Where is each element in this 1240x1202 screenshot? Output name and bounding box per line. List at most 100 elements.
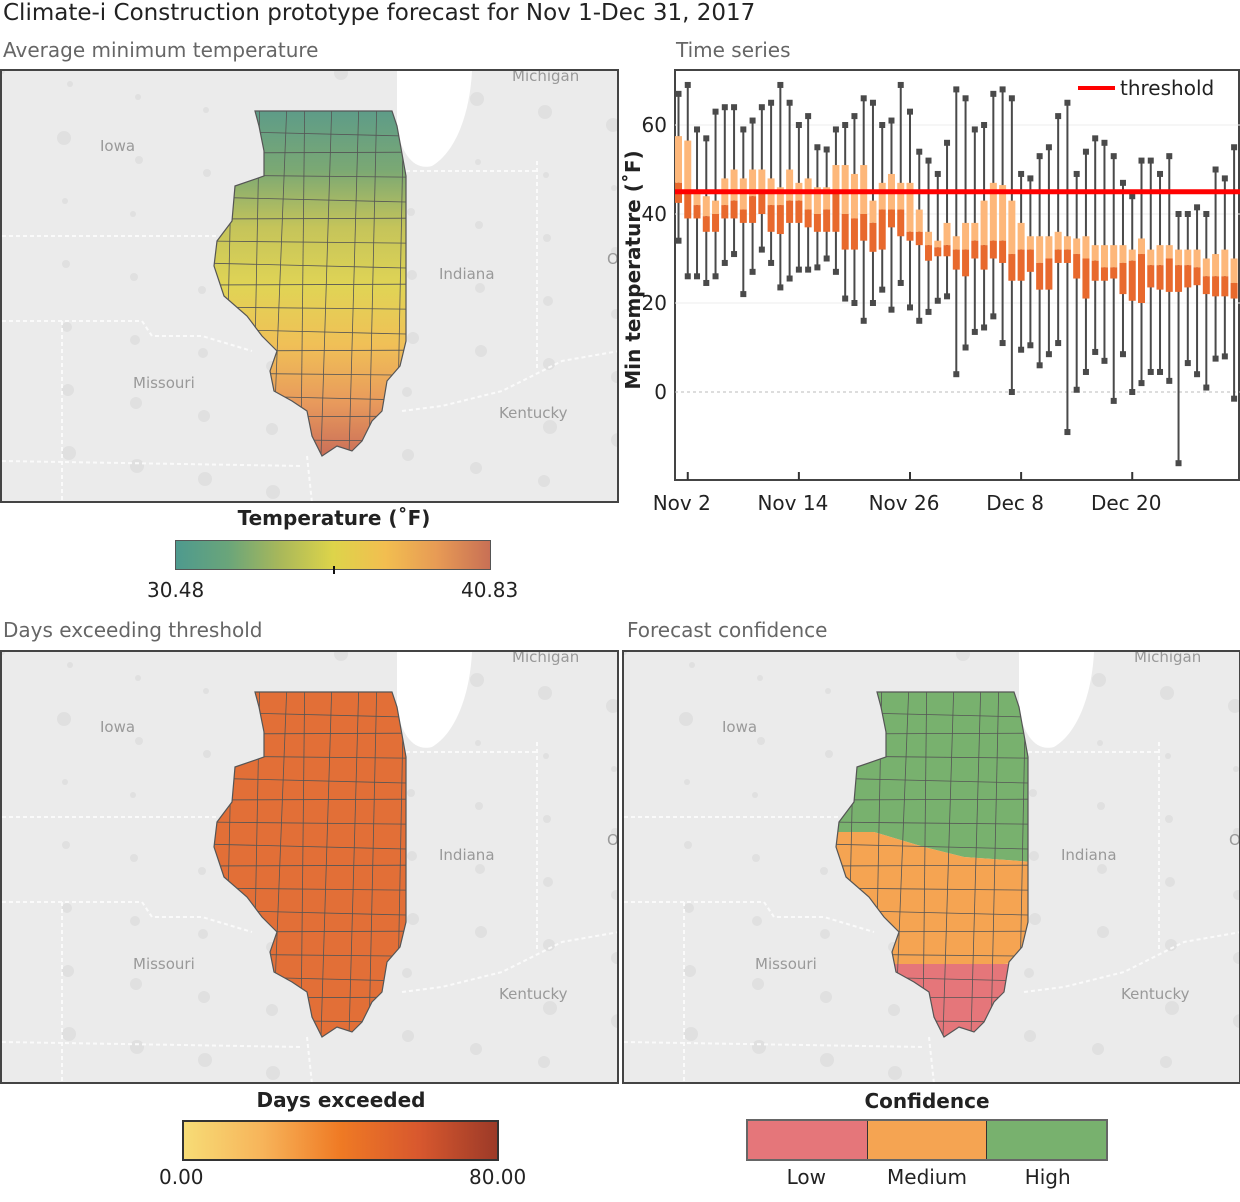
box-dec-22 [1147,157,1155,375]
box-lower [915,231,923,246]
map-label-kentucky: Kentucky [499,404,568,422]
whisker-cap-min [1045,351,1052,358]
confidence-label-medium: Medium [887,1165,967,1189]
whisker-cap-min [675,237,682,244]
whisker-cap-min [740,291,747,298]
box-lower [1100,267,1108,281]
state-border [1023,931,1239,993]
box-upper [869,200,877,223]
whisker-cap-min [971,328,978,335]
whisker-cap-min [731,251,738,258]
whisker-cap-max [888,117,895,124]
box-lower [850,218,858,250]
map-label-ohio: O [607,250,619,268]
terrain-spot [135,94,141,100]
terrain-spot [606,118,617,132]
whisker-cap-min [805,266,812,273]
box-upper [1091,245,1099,261]
terrain-spot [684,965,696,977]
box-lower [1128,260,1136,301]
map-label-indiana: Indiana [1061,846,1117,864]
whisker-cap-min [1008,389,1015,395]
whisker-cap-min [907,304,913,311]
terrain-spot [475,221,483,229]
whisker-cap-max [740,126,747,133]
whisker-cap-max [860,95,867,102]
temperature-colorbar [175,540,491,570]
whisker-cap-max [721,104,728,111]
colorbar-tick [333,566,335,574]
state-border [306,455,313,501]
terrain-spot [888,1004,900,1016]
box-lower [1026,249,1034,272]
state-border [2,320,253,352]
temperature-legend-title: Temperature (˚F) [237,506,431,530]
terrain-spot [543,234,551,242]
box-lower [693,205,701,219]
terrain-spot [1097,740,1103,746]
state-border [2,901,253,933]
whisker-cap-min [1138,380,1145,387]
box-upper [675,136,682,183]
box-upper [1063,236,1071,250]
whisker-cap-max [758,104,765,111]
whisker-cap-max [1129,193,1136,200]
confidence-map[interactable]: Iowa Indiana Missouri Kentucky Michigan O [622,650,1240,1084]
terrain-spot [820,991,832,1003]
whisker-cap-max [684,81,691,88]
box-dec-23 [1156,170,1164,375]
box-lower [684,191,692,219]
whisker-cap-max [1110,153,1117,160]
box-lower [739,209,747,223]
confidence-label-low: Low [786,1165,827,1189]
whisker-cap-min [1212,355,1219,362]
box-lower [795,200,803,223]
terrain-spot [203,169,211,177]
whisker-cap-max [777,81,784,88]
terrain-spot [62,198,68,204]
terrain-spot [679,712,693,726]
box-upper [1073,238,1081,255]
box-lower [999,240,1007,263]
state-border [2,1041,303,1048]
days-exceeded-map[interactable]: Iowa Indiana Missouri Kentucky Michigan O [0,650,619,1084]
whisker-cap-max [1036,153,1043,160]
box-nov-9 [749,117,757,275]
whisker-cap-min [981,324,988,331]
terrain-spot [334,71,348,80]
box-lower [1073,254,1081,279]
terrain-spot [752,854,760,862]
terrain-spot [611,1014,617,1028]
terrain-spot [203,107,209,113]
whisker-cap-min [1036,362,1043,369]
box-lower [897,209,905,237]
box-upper [786,169,794,201]
illinois-outline [213,691,407,1038]
box-dec-6 [999,86,1007,347]
illinois-outline [835,691,1029,1038]
box-nov-17 [823,146,831,262]
basemap: Iowa Indiana Missouri Kentucky Michigan O [2,71,619,501]
y-axis-label: Min temperature (˚F) [621,150,645,389]
confidence-label-high: High [1024,1165,1071,1189]
temperature-map[interactable]: Iowa Indiana Missouri Kentucky Michigan O [0,69,619,503]
box-upper [1100,245,1108,268]
whisker-cap-min [1221,353,1228,360]
whisker-cap-max [832,126,839,133]
whisker-cap-min [944,293,951,300]
whisker-cap-max [944,139,951,146]
y-tick-label: 0 [654,380,667,404]
whisker-cap-max [1147,157,1154,164]
illinois-counties [214,111,406,456]
box-lower [1156,265,1164,290]
whisker-cap-min [869,300,876,306]
whisker-cap-max [1194,204,1201,211]
box-dec-19 [1119,179,1127,358]
box-dec-15 [1082,148,1090,375]
terrain-spot [611,828,617,836]
terrain-spot [757,737,765,745]
time-series-chart[interactable]: 0 20 40 60 Min temperature (˚F) Nov 2 Nov 14 No… [620,60,1240,510]
box-lower [712,214,720,232]
state-border [624,901,875,933]
whisker-cap-min [925,308,932,315]
